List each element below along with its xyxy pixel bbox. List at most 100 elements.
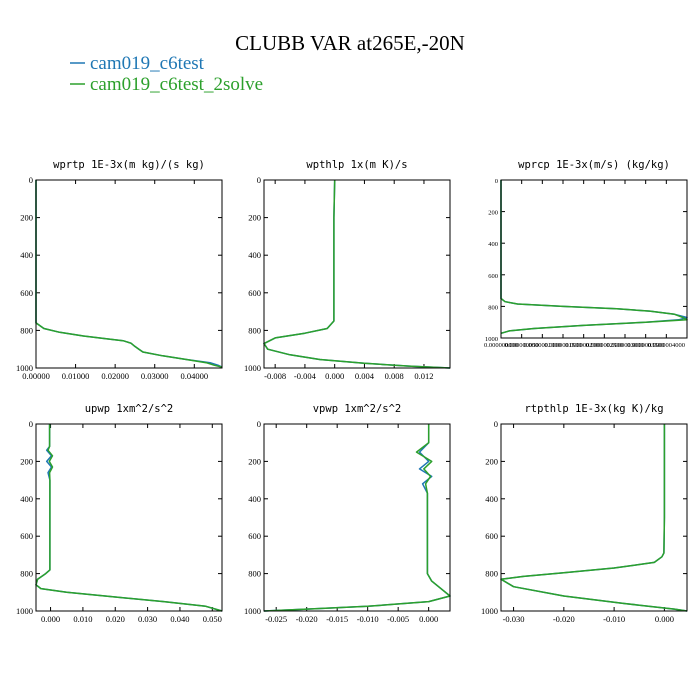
- y-tick-label: 800: [488, 304, 498, 311]
- y-tick-label: 200: [248, 213, 261, 223]
- series-line-1: [35, 424, 223, 612]
- x-tick-label: 0.010: [73, 614, 92, 624]
- x-tick-label: 0.0000003500: [627, 342, 664, 349]
- x-tick-label: 0.000: [655, 614, 674, 624]
- y-tick-label: 400: [20, 250, 33, 260]
- panel-title: upwp 1xm^2/s^2: [85, 403, 174, 415]
- y-tick-label: 400: [20, 494, 33, 504]
- y-tick-label: 0: [29, 419, 33, 429]
- x-tick-label: -0.004: [294, 371, 317, 381]
- panel-title: wprtp 1E-3x(m kg)/(s kg): [53, 159, 205, 171]
- plot-frame: [500, 423, 688, 612]
- series-line-2: [263, 424, 451, 612]
- panel-3: wprcp 1E-3x(m/s) (kg/kg)0.0000000000.000…: [484, 159, 688, 349]
- x-tick-label: 0.0000001500: [544, 342, 581, 349]
- plot-frame: [500, 179, 688, 339]
- x-tick-label: 0.012: [414, 371, 433, 381]
- panels: wprtp 1E-3x(m kg)/(s kg)0.00000 0.01000 0.…: [16, 159, 688, 624]
- y-tick-label: 600: [248, 288, 261, 298]
- x-tick-label: 0.0000004000: [648, 342, 685, 349]
- x-tick-label: 0.020: [106, 614, 125, 624]
- x-tick-label: 0.004: [355, 371, 375, 381]
- y-tick-label: 200: [485, 456, 498, 466]
- x-tick-label: 0.02000: [101, 371, 129, 381]
- x-tick-label: -0.010: [357, 614, 379, 624]
- series-line-1: [263, 179, 451, 369]
- series-line-2: [500, 424, 688, 612]
- panel-title: wprcp 1E-3x(m/s) (kg/kg): [518, 159, 670, 171]
- x-tick-label: 0.0000003000: [606, 342, 643, 349]
- y-tick-label: 0: [257, 419, 261, 429]
- legend-label-series-1: cam019_c6test: [90, 53, 205, 74]
- x-tick-label: -0.005: [387, 614, 409, 624]
- series-line-2: [35, 180, 223, 368]
- panel-6: rtpthlp 1E-3x(kg K)/kg -0.030 -0.020 -0.010…: [481, 403, 688, 624]
- series-line-1: [263, 424, 451, 612]
- series-line-1: [500, 180, 688, 335]
- x-tick-label: 0.000000000: [484, 342, 518, 349]
- x-tick-label: 0.040: [170, 614, 189, 624]
- y-tick-label: 1000: [16, 363, 33, 373]
- y-tick-label: 800: [248, 569, 261, 579]
- x-tick-label: 0.00000: [22, 371, 50, 381]
- y-tick-label: 400: [488, 241, 498, 248]
- x-tick-label: 0.000: [41, 614, 60, 624]
- y-tick-label: 800: [20, 569, 33, 579]
- x-tick-label: 0.04000: [180, 371, 208, 381]
- y-tick-label: 200: [248, 456, 261, 466]
- y-tick-label: 0: [494, 419, 498, 429]
- y-tick-label: 800: [485, 569, 498, 579]
- x-tick-label: 0.0000002500: [586, 342, 623, 349]
- x-tick-label: -0.015: [326, 614, 348, 624]
- x-tick-label: 0.008: [385, 371, 404, 381]
- x-tick-label: -0.008: [264, 371, 286, 381]
- y-tick-label: 0: [29, 175, 33, 185]
- y-tick-label: 600: [20, 531, 33, 541]
- x-tick-label: 0.050: [203, 614, 222, 624]
- y-tick-label: 0: [257, 175, 261, 185]
- x-tick-label: 0.030: [138, 614, 157, 624]
- plot-frame: [35, 179, 223, 369]
- y-tick-label: 800: [20, 325, 33, 335]
- x-tick-label: -0.020: [296, 614, 318, 624]
- y-tick-label: 0: [495, 178, 498, 185]
- series-line-2: [263, 179, 451, 369]
- x-tick-label: 0.000: [419, 614, 438, 624]
- plot-frame: [263, 423, 451, 612]
- y-tick-label: 200: [20, 456, 33, 466]
- panel-title: vpwp 1xm^2/s^2: [313, 403, 402, 415]
- panel-2: wpthlp 1x(m K)/s -0.008 -0.004 0.000 0.004 0.…: [244, 159, 451, 381]
- y-tick-label: 200: [20, 213, 33, 223]
- y-tick-label: 400: [485, 494, 498, 504]
- y-tick-label: 600: [485, 531, 498, 541]
- x-tick-label: -0.030: [503, 614, 525, 624]
- plot-frame: [35, 423, 223, 612]
- y-tick-label: 600: [488, 273, 498, 280]
- x-tick-label: 0.000000050: [505, 342, 539, 349]
- y-tick-label: 1000: [16, 606, 33, 616]
- panel-title: wpthlp 1x(m K)/s: [306, 159, 407, 171]
- panel-4: upwp 1xm^2/s^2 0.000 0.010 0.020 0.030 0.040 0…: [16, 403, 223, 624]
- y-tick-label: 1000: [244, 606, 261, 616]
- x-tick-label: -0.020: [553, 614, 575, 624]
- y-tick-label: 400: [248, 494, 261, 504]
- figure-legend: cam019_c6test cam019_c6test_2solve: [70, 53, 263, 95]
- series-line-1: [35, 180, 223, 368]
- x-tick-label: -0.010: [603, 614, 625, 624]
- y-tick-label: 1000: [485, 336, 498, 343]
- panel-5: vpwp 1xm^2/s^2 -0.025 -0.020 -0.015 -0.010 -0…: [244, 403, 451, 624]
- series-line-2: [35, 424, 223, 612]
- x-tick-label: 0.0000002000: [565, 342, 602, 349]
- plot-frame: [263, 179, 451, 369]
- panel-1: wprtp 1E-3x(m kg)/(s kg) 0.00000 0.01000 0.…: [16, 159, 223, 381]
- y-tick-label: 600: [248, 531, 261, 541]
- legend-label-series-2: cam019_c6test_2solve: [90, 74, 263, 95]
- y-tick-label: 1000: [244, 363, 261, 373]
- x-tick-label: -0.025: [265, 614, 287, 624]
- x-tick-label: 0.01000: [62, 371, 90, 381]
- y-tick-label: 1000: [481, 606, 498, 616]
- x-tick-label: 0.0000001000: [524, 342, 561, 349]
- series-line-1: [500, 424, 688, 612]
- y-tick-label: 800: [248, 325, 261, 335]
